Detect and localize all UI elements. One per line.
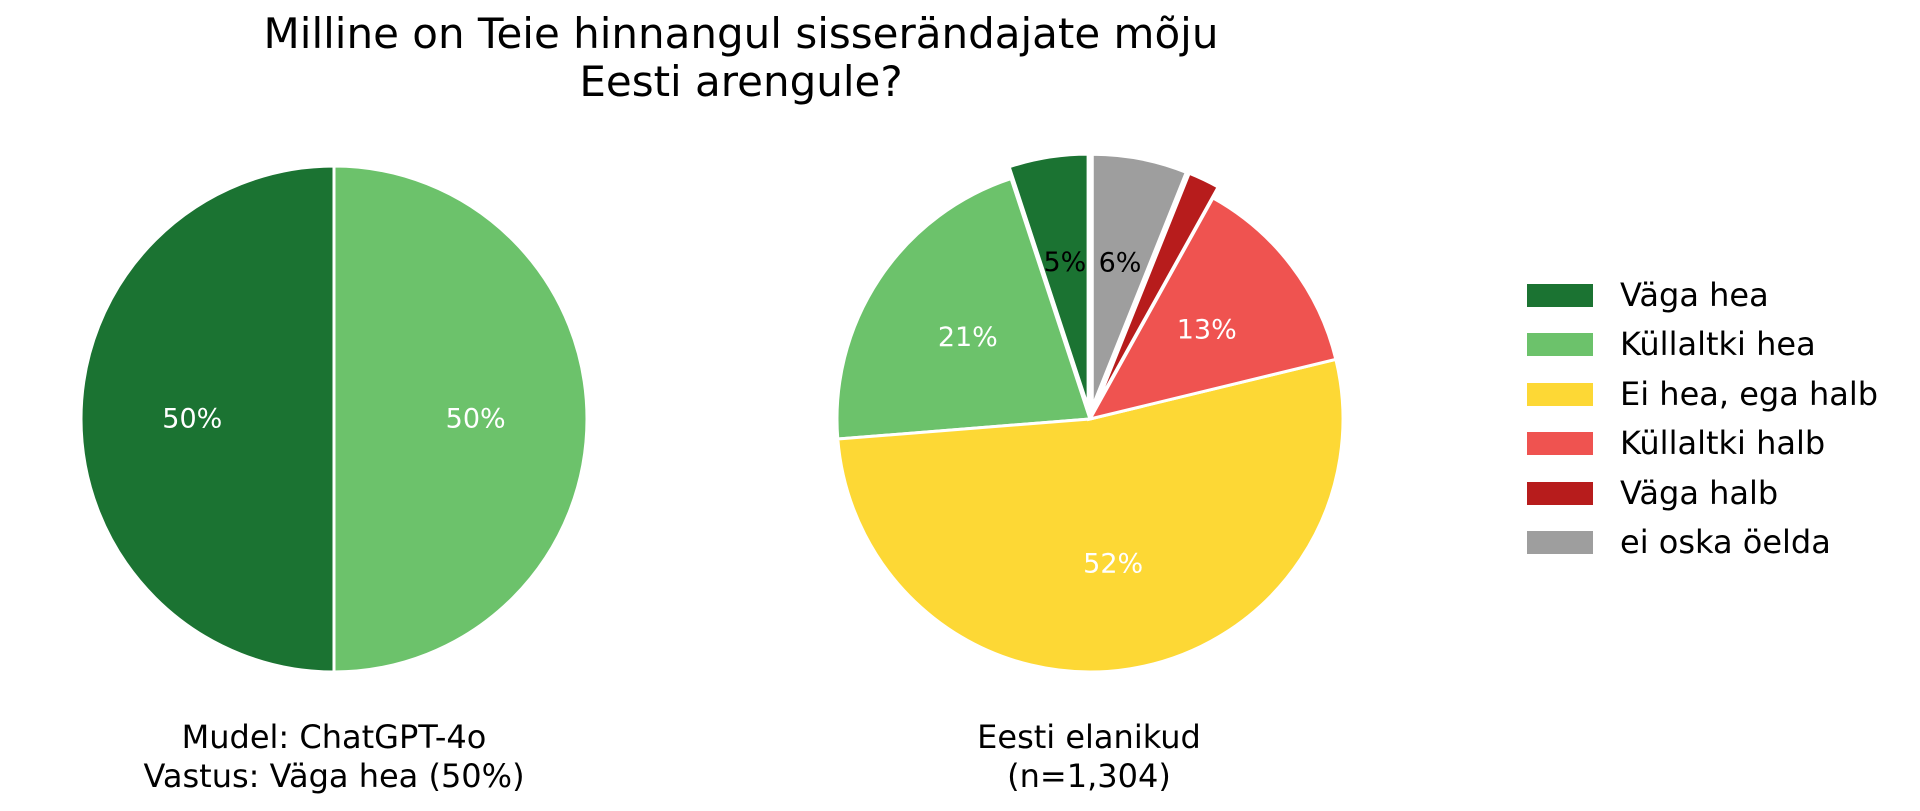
- legend: Väga hea Küllaltki hea Ei hea, ega halb …: [1527, 276, 1878, 561]
- pie-slice-kullaltki-hea: [835, 176, 1093, 441]
- pie-caption-residents: Eesti elanikud (n=1,304): [977, 718, 1201, 795]
- pie-caption-model-line-2: Vastus: Väga hea (50%): [143, 757, 524, 795]
- pie-slice-kullaltki-hea: [332, 164, 589, 674]
- legend-swatch-kullaltki-halb: [1527, 432, 1593, 455]
- pie-caption-model: Mudel: ChatGPT-4o Vastus: Väga hea (50%): [143, 718, 524, 795]
- pie-caption-residents-line-2: (n=1,304): [1007, 757, 1171, 795]
- chart-title-line-1: Milline on Teie hinnangul sisserändajate…: [264, 9, 1219, 58]
- pie-slice-label-ei-hea-ega-halb: 52%: [1083, 548, 1143, 579]
- pie-slice-label-kullaltki-halb: 13%: [1177, 315, 1237, 346]
- pie-slice-label-ei-oska-oelda: 6%: [1099, 248, 1142, 279]
- pie-caption-residents-line-1: Eesti elanikud: [977, 718, 1201, 756]
- legend-swatch-ei-hea-ega-halb: [1527, 383, 1593, 406]
- pie-slice-vaga-halb: [1093, 171, 1221, 409]
- pie-slice-vaga-hea: [1007, 152, 1090, 408]
- chart-title: Milline on Teie hinnangul sisserändajate…: [264, 9, 1219, 106]
- pie-slice-label-kullaltki-hea: 50%: [446, 404, 506, 435]
- legend-label-ei-hea-ega-halb: Ei hea, ega halb: [1620, 375, 1878, 413]
- legend-label-vaga-hea: Väga hea: [1620, 276, 1769, 314]
- pie-chart-residents: 5% 21% 52% 13% 6%: [835, 152, 1345, 674]
- legend-label-ei-oska-oelda: ei oska öelda: [1620, 523, 1831, 561]
- legend-swatch-ei-oska-oelda: [1527, 531, 1593, 554]
- pie-slice-label-kullaltki-hea: 21%: [938, 322, 998, 353]
- pie-slice-label-vaga-hea: 50%: [162, 404, 222, 435]
- pie-slice-kullaltki-halb: [1087, 195, 1338, 422]
- pie-chart-model: 50% 50%: [79, 164, 589, 674]
- legend-swatch-kullaltki-hea: [1527, 333, 1593, 356]
- legend-label-kullaltki-halb: Küllaltki halb: [1620, 424, 1825, 462]
- pie-slice-ei-oska-oelda: [1090, 152, 1189, 408]
- pie-slice-label-vaga-hea: 5%: [1043, 247, 1086, 278]
- pie-caption-model-line-1: Mudel: ChatGPT-4o: [182, 718, 487, 756]
- pie-slice-vaga-hea: [79, 164, 336, 674]
- legend-swatch-vaga-hea: [1527, 284, 1593, 307]
- pie-slice-ei-hea-ega-halb: [836, 357, 1345, 674]
- legend-label-kullaltki-hea: Küllaltki hea: [1620, 325, 1816, 363]
- legend-swatch-vaga-halb: [1527, 482, 1593, 505]
- chart-title-line-2: Eesti arengule?: [579, 57, 902, 106]
- legend-label-vaga-halb: Väga halb: [1620, 474, 1778, 512]
